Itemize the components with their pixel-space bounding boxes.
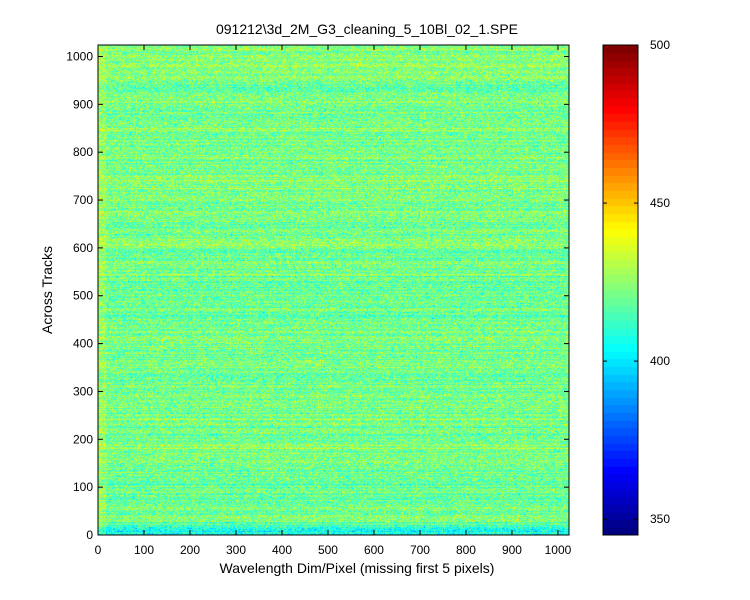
y-tick-label: 200 [73,432,93,446]
x-tick-label: 100 [134,543,154,557]
y-tick-label: 500 [73,289,93,303]
colorbar-tick-label: 400 [650,354,670,368]
y-tick-label: 0 [86,528,93,542]
y-tick-label: 1000 [66,49,93,63]
y-axis-ticks: 0 100 200 300 400 500 600 700 800 900 1000 [66,49,569,542]
y-tick-label: 400 [73,337,93,351]
x-tick-label: 0 [95,543,102,557]
colorbar-tick-label: 350 [650,512,670,526]
x-tick-label: 400 [272,543,292,557]
x-tick-label: 500 [318,543,338,557]
colorbar-ticks: 350 400 450 500 [603,38,670,526]
x-tick-label: 200 [180,543,200,557]
x-tick-label: 700 [410,543,430,557]
x-tick-label: 1000 [545,543,572,557]
y-tick-label: 800 [73,145,93,159]
y-tick-label: 900 [73,97,93,111]
y-tick-label: 600 [73,241,93,255]
x-axis-ticks: 0 100 200 300 400 500 600 700 800 900 1000 [95,45,572,557]
x-axis-label: Wavelength Dim/Pixel (missing first 5 pi… [220,560,495,576]
y-tick-label: 100 [73,480,93,494]
y-tick-label: 300 [73,384,93,398]
x-tick-label: 300 [226,543,246,557]
heatmap-image [98,45,569,535]
colorbar-tick-label: 500 [650,38,670,52]
plot-frame [97,44,570,536]
colorbar-frame [602,44,639,536]
y-axis-label: Across Tracks [39,246,55,334]
colorbar: 350 400 450 500 [602,38,670,536]
colorbar-tick-label: 450 [650,196,670,210]
x-tick-label: 800 [456,543,476,557]
x-tick-label: 600 [364,543,384,557]
heatmap-plot [97,44,570,536]
x-tick-label: 900 [502,543,522,557]
chart-title: 091212\3d_2M_G3_cleaning_5_10Bl_02_1.SPE [216,21,518,37]
colorbar-gradient [603,45,638,535]
y-tick-label: 700 [73,193,93,207]
